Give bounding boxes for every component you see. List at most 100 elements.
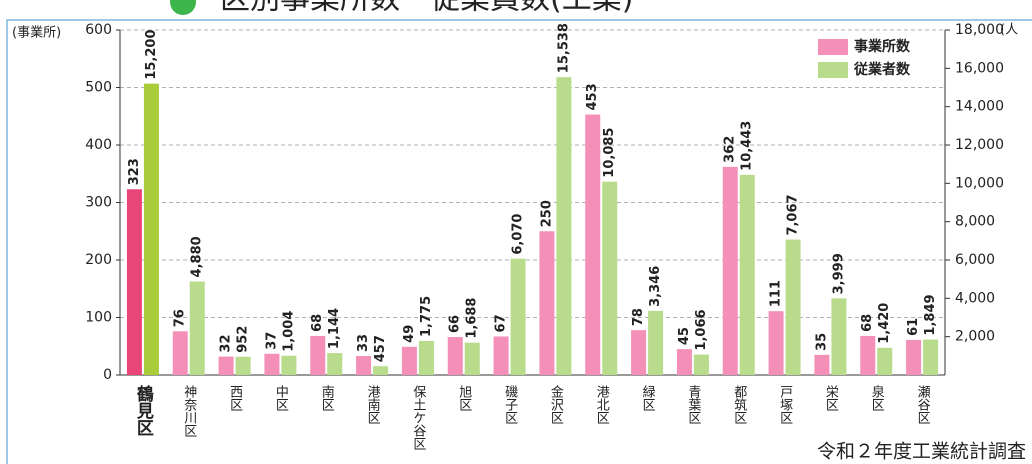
data-label: 32 (219, 335, 234, 353)
bar (281, 355, 297, 375)
bar (923, 339, 939, 375)
chart-title: 区別事業所数・従業員数(工業) (220, 0, 633, 17)
legend-swatch (818, 39, 848, 55)
bar (693, 354, 709, 375)
y2-tick-label: 2,000 (955, 329, 995, 345)
x-tick-label: 戸塚区 (777, 385, 793, 424)
y-tick-label: 500 (85, 80, 112, 96)
bar (418, 340, 434, 375)
data-label: 3,346 (648, 266, 663, 307)
data-label: 453 (585, 83, 600, 110)
data-label: 45 (677, 327, 692, 345)
bar (648, 310, 664, 375)
bar (510, 258, 526, 375)
y-tick-label: 300 (85, 195, 112, 211)
data-label: 49 (402, 325, 417, 343)
data-label: 61 (906, 318, 921, 336)
legend-swatch (818, 62, 848, 78)
x-tick-label: 磯子区 (502, 385, 518, 424)
y2-tick-label: 10,000 (955, 175, 1004, 191)
data-label: 66 (448, 315, 463, 333)
y2-tick-label: 12,000 (955, 137, 1004, 153)
y2-tick-label: 16,000 (955, 60, 1004, 76)
data-label: 4,880 (190, 236, 205, 277)
x-tick-label: 神奈川区 (181, 385, 197, 437)
y2-tick-label: 18,000 (955, 22, 1004, 38)
bar (401, 346, 417, 375)
x-tick-label: 鶴見区 (133, 384, 155, 436)
bar (814, 354, 830, 375)
y-tick-label: 0 (103, 367, 112, 383)
data-label: 33 (356, 334, 371, 352)
bar (172, 331, 188, 375)
x-tick-label: 緑区 (640, 385, 656, 411)
data-label: 35 (814, 333, 829, 351)
bar (493, 336, 509, 375)
data-label: 10,443 (740, 121, 755, 171)
bar (189, 281, 205, 375)
bar (676, 349, 692, 375)
x-tick-label: 瀬谷区 (915, 385, 931, 424)
y2-tick-label: 8,000 (955, 214, 995, 230)
legend-label: 事業所数 (854, 38, 911, 55)
legend-label: 従業者数 (853, 61, 911, 78)
data-label: 37 (264, 332, 279, 350)
data-label: 111 (769, 280, 784, 307)
y-tick-label: 100 (85, 310, 112, 326)
bar (356, 356, 372, 375)
x-tick-label: 金沢区 (548, 384, 564, 424)
y2-tick-label: 6,000 (955, 252, 995, 268)
x-tick-label: 都筑区 (731, 385, 747, 424)
data-label: 76 (173, 309, 188, 327)
data-label: 10,085 (602, 128, 617, 178)
x-tick-label: 南区 (319, 384, 335, 411)
bar (739, 174, 755, 375)
data-label: 6,070 (511, 214, 526, 255)
bar (722, 166, 738, 375)
bar (327, 353, 343, 375)
bar (539, 231, 555, 375)
bar (143, 83, 159, 376)
y-tick-label: 200 (85, 252, 112, 268)
data-label: 952 (236, 326, 251, 353)
data-label: 68 (310, 314, 325, 332)
bar (785, 239, 801, 375)
data-label: 15,538 (556, 23, 571, 73)
data-label: 1,004 (281, 311, 296, 352)
data-label: 250 (539, 200, 554, 227)
x-tick-label: 中区 (273, 385, 288, 411)
data-label: 1,688 (465, 298, 480, 339)
frame (6, 19, 1032, 464)
title-icon (170, 0, 196, 15)
data-label: 1,066 (694, 309, 709, 350)
y2-tick-label: 14,000 (955, 99, 1004, 115)
bar (464, 342, 480, 375)
bar (235, 356, 251, 375)
data-label: 457 (373, 335, 388, 362)
x-tick-label: 保土ケ谷区 (410, 385, 426, 450)
data-label: 68 (860, 314, 875, 332)
bar (264, 353, 280, 375)
data-label: 15,200 (144, 29, 159, 79)
data-label: 78 (631, 308, 646, 326)
data-label: 1,420 (877, 303, 892, 344)
bar (631, 330, 647, 375)
bar (218, 356, 234, 375)
data-label: 323 (127, 158, 142, 185)
bar (556, 77, 572, 376)
data-label: 67 (494, 314, 509, 332)
bar (585, 114, 601, 376)
data-label: 7,067 (786, 194, 801, 235)
x-tick-label: 西区 (227, 385, 243, 411)
bar (310, 335, 326, 375)
x-tick-label: 栄区 (823, 385, 839, 411)
bar (768, 311, 784, 375)
x-tick-label: 旭区 (456, 385, 472, 411)
bar (447, 337, 463, 375)
bar (126, 189, 142, 375)
x-tick-label: 青葉区 (685, 385, 701, 424)
bar (602, 181, 618, 375)
x-tick-label: 泉区 (869, 384, 885, 411)
x-tick-label: 港北区 (594, 385, 610, 424)
